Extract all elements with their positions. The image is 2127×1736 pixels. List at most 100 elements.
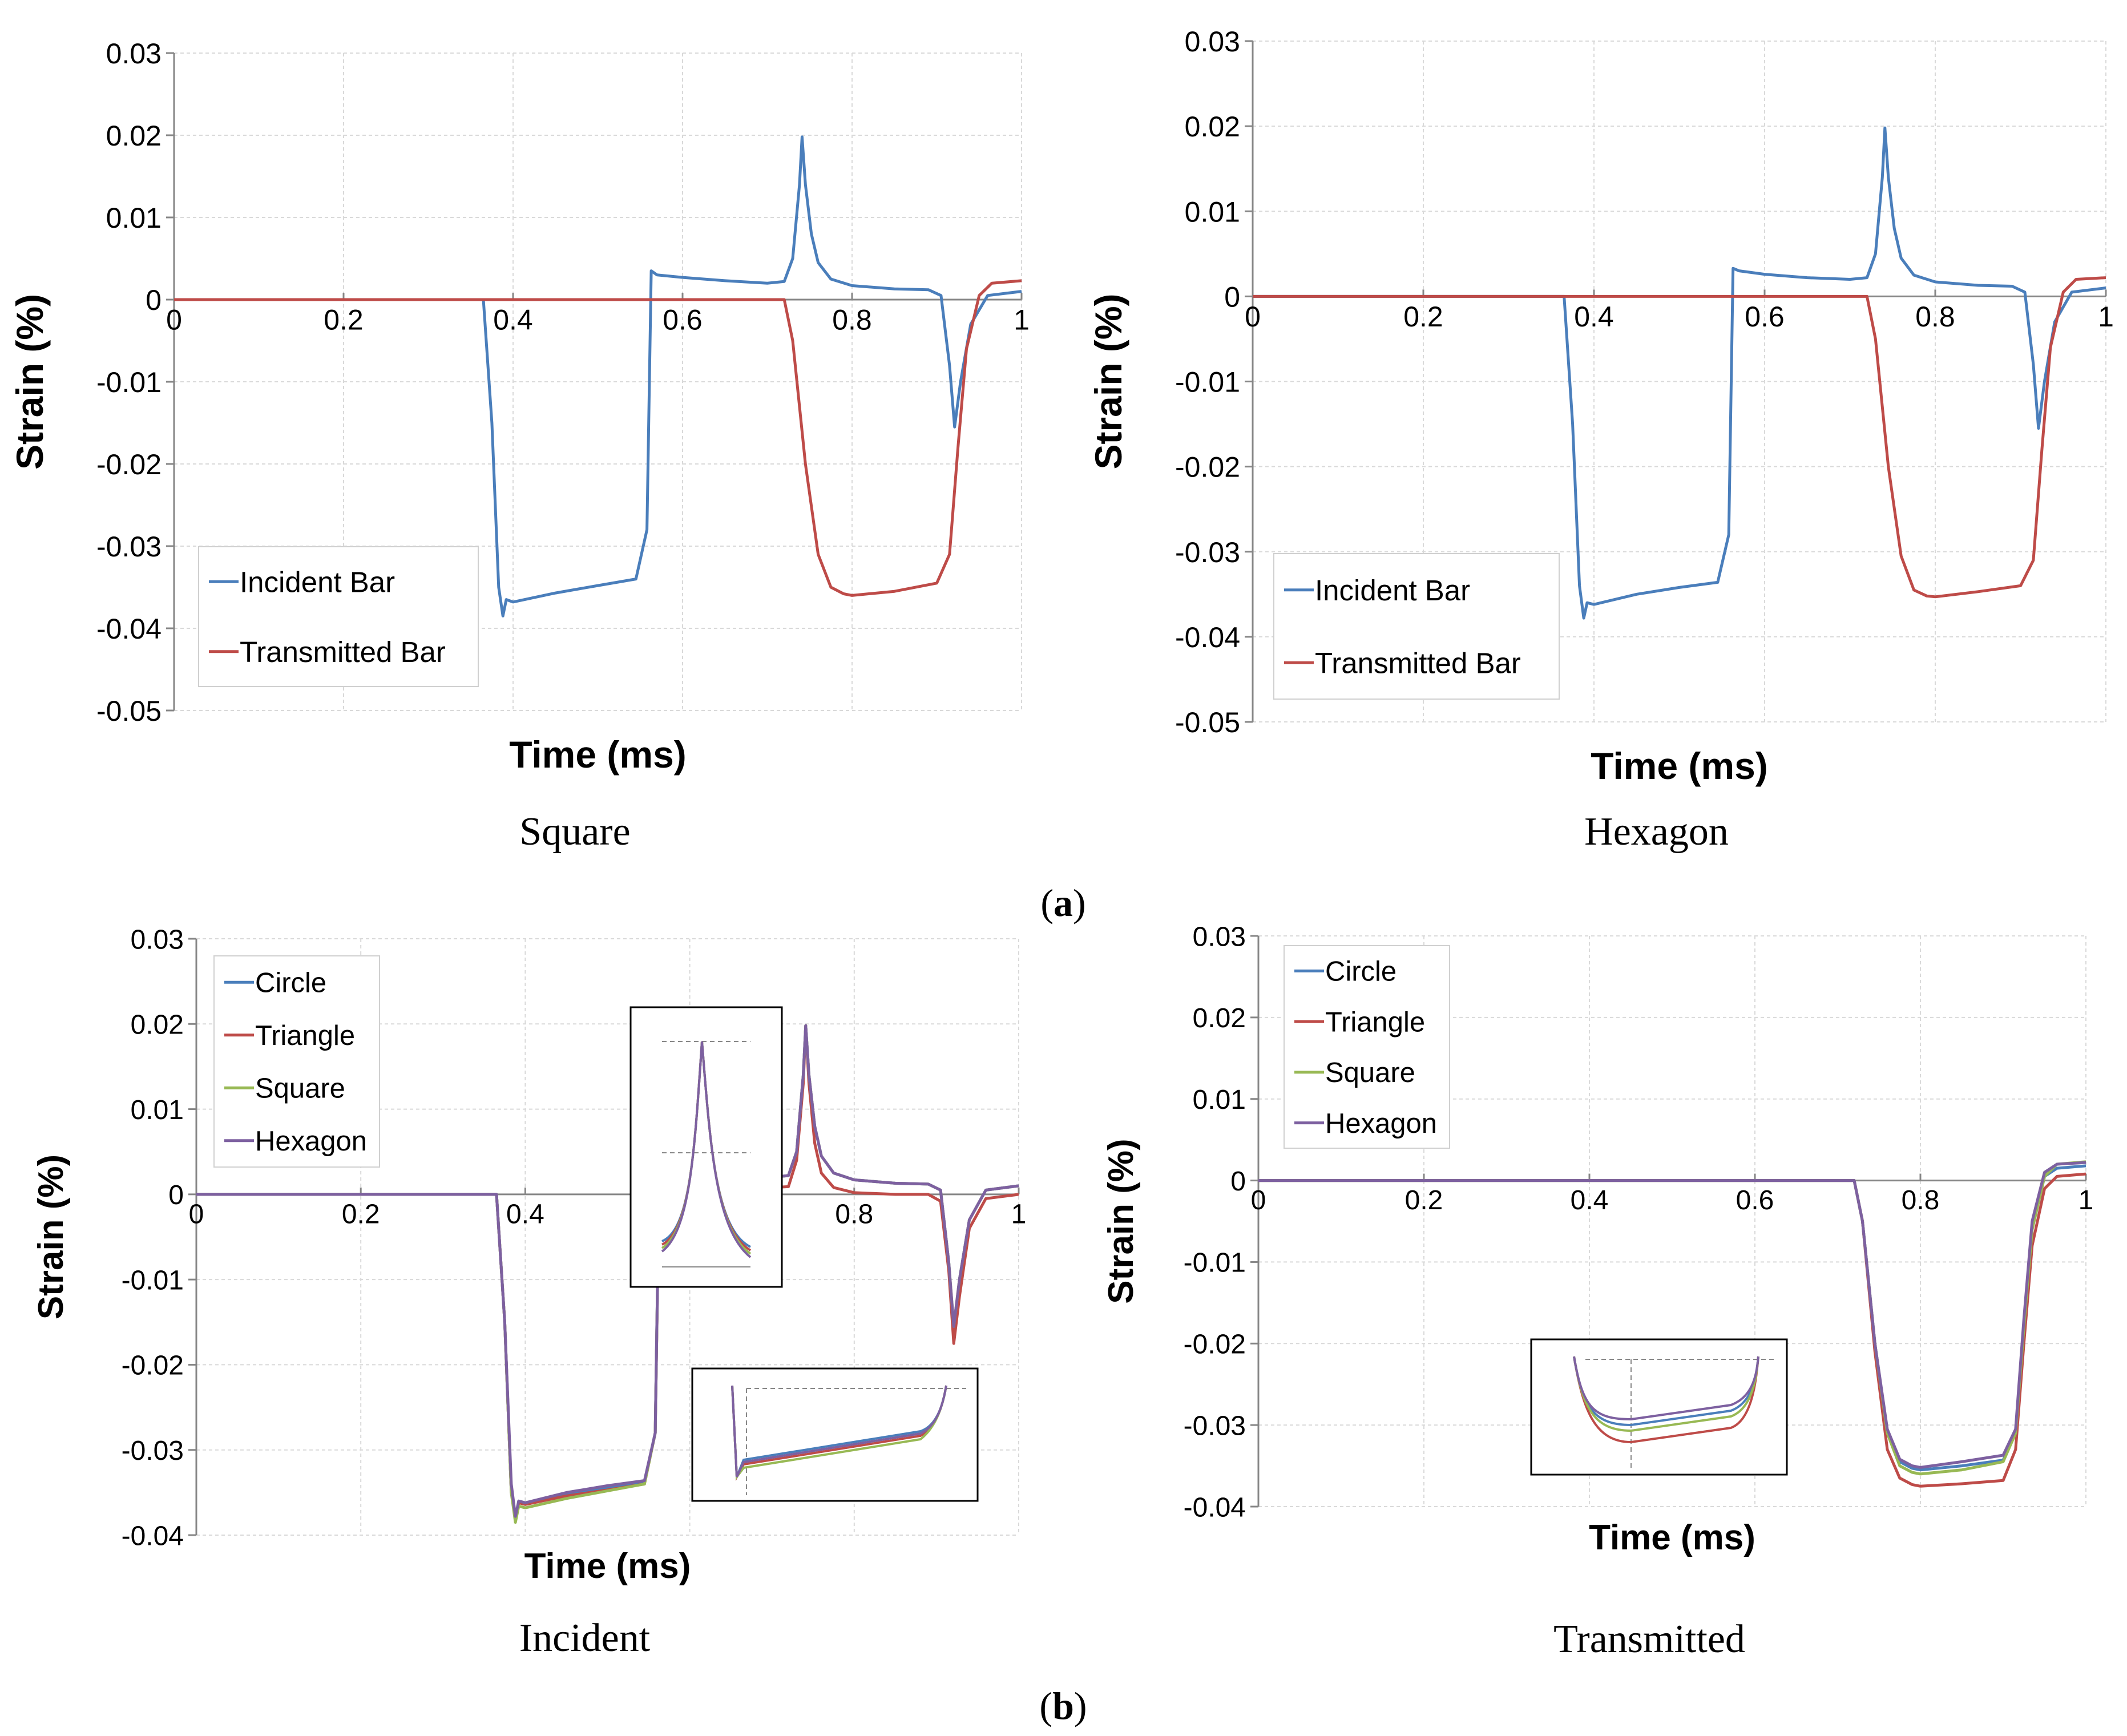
- y-tick-label: -0.01: [1175, 366, 1240, 398]
- y-tick-label: 0: [146, 284, 162, 316]
- y-tick-label: -0.04: [96, 613, 162, 645]
- x-tick-label: 1: [2098, 301, 2114, 333]
- y-axis-title: Strain (%): [31, 1154, 71, 1319]
- y-tick-label: -0.03: [96, 531, 162, 563]
- chart-transmitted: 0.03 0.02 0.01 0 -0.01 -0.02 -0.03 -0.04 0 0.2 0.4…: [1101, 922, 2093, 1661]
- y-tick-label: -0.02: [96, 449, 162, 481]
- legend-label: Transmitted Bar: [1315, 647, 1521, 679]
- x-tick-label: 0.2: [324, 304, 364, 336]
- y-tick-label: 0.03: [1185, 26, 1240, 58]
- series-line-incident-bar: [1253, 126, 2106, 620]
- legend: Circle Triangle Square Hexagon: [1284, 945, 1450, 1149]
- legend-label: Incident Bar: [1315, 574, 1470, 607]
- y-tick-label: -0.01: [122, 1265, 184, 1295]
- inset-curve: [661, 1041, 752, 1258]
- x-tick-label: 0.4: [1574, 301, 1614, 333]
- y-tick-label: -0.02: [122, 1351, 184, 1381]
- legend-label: Square: [1325, 1057, 1415, 1088]
- x-tick-label: 0.2: [342, 1199, 380, 1229]
- y-tick-label: -0.03: [122, 1436, 184, 1466]
- x-tick-label: 0.4: [493, 304, 533, 336]
- chart-hexagon: 0.03 0.02 0.01 0 -0.01 -0.02 -0.03 -0.04 -0.05 0 0…: [1087, 26, 2114, 854]
- x-tick-label: 0.2: [1403, 301, 1443, 333]
- x-tick-label: 0: [189, 1199, 204, 1229]
- y-tick-label: 0.03: [131, 924, 184, 955]
- legend: Circle Triangle Square Hexagon: [213, 955, 380, 1168]
- inset-frame: [691, 1367, 979, 1502]
- legend-label: Triangle: [255, 1020, 355, 1051]
- x-tick-label: 0.8: [1902, 1185, 1940, 1216]
- legend: Incident Bar Transmitted Bar: [1273, 553, 1560, 700]
- legend-box: [1284, 945, 1450, 1149]
- y-tick-label: -0.01: [1184, 1248, 1246, 1278]
- y-tick-label: 0.01: [131, 1095, 184, 1125]
- y-tick-label: -0.02: [1184, 1330, 1246, 1360]
- x-axis-title: Time (ms): [524, 1547, 691, 1586]
- x-tick-label: 0.8: [835, 1199, 873, 1229]
- y-tick-label: -0.04: [1184, 1492, 1246, 1523]
- series-line-transmitted-bar: [174, 279, 1022, 597]
- x-axis-title: Time (ms): [1591, 745, 1768, 787]
- y-tick-label: 0: [168, 1180, 184, 1210]
- panel-label-a: (a): [1040, 881, 1085, 924]
- series-line-hexagon: [196, 1024, 1019, 1518]
- series-line-incident-bar: [174, 135, 1022, 617]
- series-line-hexagon: [1258, 1161, 2086, 1469]
- chart-caption: Incident: [519, 1616, 651, 1660]
- chart-caption: Hexagon: [1584, 810, 1729, 854]
- y-tick-label: 0.01: [1193, 1085, 1246, 1115]
- x-tick-label: 0.4: [506, 1199, 544, 1229]
- x-tick-label: 0.8: [832, 304, 872, 336]
- x-tick-label: 0: [1251, 1185, 1266, 1216]
- x-tick-label: 1: [2078, 1185, 2094, 1216]
- x-axis-title: Time (ms): [1589, 1518, 1755, 1557]
- legend-label: Transmitted Bar: [240, 636, 446, 668]
- x-tick-label: 0.2: [1405, 1185, 1443, 1216]
- y-tick-label: 0.02: [1193, 1003, 1246, 1033]
- x-axis-title: Time (ms): [509, 733, 687, 776]
- y-tick-label: -0.05: [96, 695, 162, 727]
- y-axis-title: Strain (%): [1101, 1139, 1141, 1303]
- legend-box: [198, 546, 479, 687]
- legend: Incident Bar Transmitted Bar: [198, 546, 479, 687]
- legend-box: [213, 955, 380, 1168]
- legend-label: Hexagon: [255, 1126, 367, 1157]
- legend-box: [1273, 553, 1560, 700]
- y-tick-label: -0.02: [1175, 451, 1240, 483]
- x-tick-label: 0: [1245, 301, 1261, 333]
- y-tick-label: 0.01: [1185, 196, 1240, 228]
- y-tick-label: 0: [1230, 1166, 1246, 1197]
- x-tick-label: 0.4: [1571, 1185, 1609, 1216]
- x-tick-label: 0.6: [1736, 1185, 1774, 1216]
- x-tick-label: 0: [166, 304, 182, 336]
- y-tick-label: -0.03: [1175, 536, 1240, 568]
- panel-label-b: (b): [1039, 1684, 1087, 1727]
- y-tick-label: -0.04: [1175, 621, 1240, 653]
- y-tick-label: -0.05: [1175, 706, 1240, 738]
- x-tick-label: 1: [1011, 1199, 1027, 1229]
- y-tick-label: 0: [1224, 281, 1240, 313]
- inset-curve: [1573, 1356, 1759, 1421]
- x-tick-label: 0.8: [1915, 301, 1955, 333]
- series-line-transmitted-bar: [1253, 276, 2106, 599]
- legend-label: Triangle: [1325, 1007, 1425, 1037]
- legend-label: Hexagon: [1325, 1108, 1437, 1139]
- x-tick-label: 1: [1014, 304, 1030, 336]
- legend-label: Circle: [1325, 956, 1397, 987]
- chart-square: 0.030.020.010-0.01-0.02-0.03-0.04-0.050 0…: [9, 38, 1030, 854]
- legend-label: Incident Bar: [240, 566, 395, 598]
- y-axis-title: Strain (%): [1087, 293, 1129, 469]
- x-tick-label: 0.6: [1745, 301, 1785, 333]
- chart-panels: 0.030.020.010-0.01-0.02-0.03-0.04-0.050 0…: [9, 26, 2114, 1661]
- y-tick-label: 0.03: [106, 38, 162, 70]
- y-tick-label: 0.02: [1185, 111, 1240, 143]
- inset-plateau-zoom: [1530, 1338, 1788, 1476]
- legend-label: Circle: [255, 968, 326, 999]
- x-tick-label: 0.6: [663, 304, 703, 336]
- inset-peak-zoom: [629, 1006, 783, 1288]
- y-tick-label: 0.01: [106, 202, 162, 234]
- y-tick-label: -0.03: [1184, 1411, 1246, 1441]
- y-tick-label: -0.01: [96, 366, 162, 398]
